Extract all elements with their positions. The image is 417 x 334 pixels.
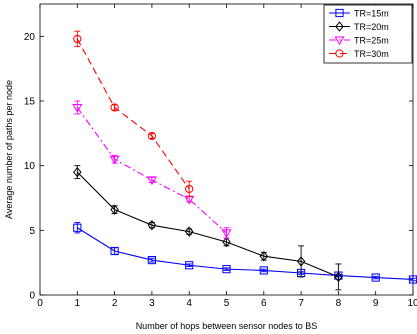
series-line <box>76 38 190 190</box>
data-point <box>147 219 157 231</box>
x-tick-label: 2 <box>112 298 118 309</box>
legend-marker <box>334 36 345 46</box>
series-3 <box>73 30 194 198</box>
data-point <box>185 261 194 270</box>
data-point <box>110 246 119 256</box>
x-axis-title: Number of hops between sensor nodes to B… <box>136 321 318 331</box>
x-tick-label: 7 <box>298 298 304 309</box>
y-axis-ticks: 0 5 10 15 20 <box>24 32 413 302</box>
data-point <box>73 166 82 178</box>
x-tick-label: 9 <box>373 298 379 309</box>
data-point <box>184 226 194 237</box>
x-tick-label: 5 <box>224 298 230 309</box>
y-tick-label: 10 <box>24 161 36 172</box>
x-tick-label: 8 <box>336 298 342 309</box>
series-layer <box>72 30 417 291</box>
legend-marker <box>335 8 344 18</box>
data-point <box>110 103 119 112</box>
data-point <box>146 176 157 186</box>
data-point <box>334 271 343 283</box>
x-axis-ticks: 0 1 2 3 4 5 6 7 8 9 10 <box>37 4 417 309</box>
legend-label: TR=15m <box>354 8 389 18</box>
series-2 <box>72 100 232 239</box>
data-point <box>72 103 83 113</box>
data-point <box>371 273 380 282</box>
series-line <box>76 171 339 278</box>
legend-label: TR=30m <box>354 49 389 59</box>
data-point <box>222 236 231 248</box>
legend-marker <box>335 49 344 58</box>
series-0 <box>73 222 417 284</box>
data-point <box>185 184 194 194</box>
legend-label: TR=20m <box>354 22 389 32</box>
data-point <box>221 229 232 239</box>
series-line <box>76 107 227 234</box>
data-point <box>110 204 119 215</box>
legend-label: TR=25m <box>354 35 389 45</box>
legend: TR=15m TR=20m TR=25m TR=30m <box>323 4 413 64</box>
x-tick-label: 1 <box>75 298 81 309</box>
data-point <box>296 256 306 267</box>
x-tick-label: 4 <box>186 298 192 309</box>
series-1 <box>73 165 343 291</box>
y-tick-label: 0 <box>29 291 35 302</box>
data-point <box>259 266 268 275</box>
data-point <box>259 251 269 262</box>
y-tick-label: 5 <box>29 226 35 237</box>
legend-marker <box>335 21 344 32</box>
y-axis-title: Average number of paths per node <box>4 80 14 219</box>
series-line <box>77 227 414 281</box>
y-tick-label: 15 <box>24 97 36 108</box>
data-point <box>73 223 82 232</box>
data-point <box>73 34 82 44</box>
x-tick-label: 0 <box>37 298 43 309</box>
x-tick-label: 6 <box>261 298 267 309</box>
data-point <box>109 155 120 165</box>
x-tick-label: 3 <box>149 298 155 309</box>
data-point <box>222 265 231 274</box>
data-point <box>147 255 157 265</box>
data-point <box>147 131 156 141</box>
y-tick-label: 20 <box>24 32 36 43</box>
x-tick-label: 10 <box>407 298 417 309</box>
legend-box <box>323 4 413 64</box>
